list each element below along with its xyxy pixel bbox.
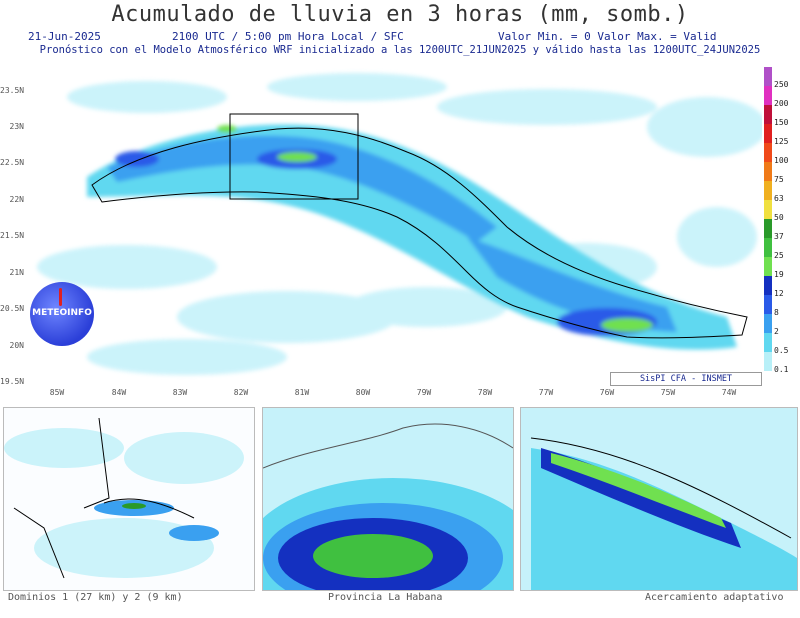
legend-swatch <box>764 352 772 371</box>
lat-label: 21.5N <box>0 231 25 240</box>
lon-label: 80W <box>355 388 371 397</box>
legend-label: 200 <box>774 99 789 108</box>
legend-swatch <box>764 67 772 86</box>
legend-label: 0.5 <box>774 346 789 355</box>
cuba-outline <box>91 127 748 339</box>
lon-label: 79W <box>416 388 432 397</box>
lat-label: 21N <box>9 268 24 277</box>
panel-caption-domains: Dominios 1 (27 km) y 2 (9 km) <box>8 592 183 603</box>
lon-label: 85W <box>49 388 65 397</box>
legend-label: 12 <box>774 289 784 298</box>
rain-band-cuba <box>87 124 737 350</box>
lat-label: 22.5N <box>0 158 25 167</box>
lat-label: 22N <box>9 195 24 204</box>
lon-label: 77W <box>538 388 554 397</box>
logo-text: METEOINFO <box>32 308 92 318</box>
legend-label: 0.1 <box>774 365 789 374</box>
habana-panel <box>262 407 514 591</box>
legend-label: 100 <box>774 156 789 165</box>
legend-swatch <box>764 276 772 295</box>
lat-label: 19.5N <box>0 377 25 386</box>
legend-item: 50 <box>764 200 800 222</box>
thermometer-icon <box>59 288 62 306</box>
legend-item: 63 <box>764 181 800 203</box>
panel-caption-habana: Provincia La Habana <box>328 592 443 603</box>
legend-item: 125 <box>764 124 800 146</box>
panel-caption-adaptive: Acercamiento adaptativo <box>645 592 784 603</box>
map-title: Acumulado de lluvia en 3 horas (mm, somb… <box>111 2 689 27</box>
legend-label: 19 <box>774 270 784 279</box>
min-max-values: Valor Min. = 0 Valor Max. = Valid <box>498 30 717 43</box>
lon-label: 74W <box>721 388 737 397</box>
lat-label: 23.5N <box>0 86 25 95</box>
legend-label: 125 <box>774 137 789 146</box>
legend-item: 19 <box>764 257 800 279</box>
legend-swatch <box>764 257 772 276</box>
legend-swatch <box>764 143 772 162</box>
legend-label: 250 <box>774 80 789 89</box>
lon-label: 76W <box>599 388 615 397</box>
lon-label: 81W <box>294 388 310 397</box>
legend-label: 8 <box>774 308 779 317</box>
legend-label: 25 <box>774 251 784 260</box>
zoom-box <box>229 113 359 200</box>
legend-item: 37 <box>764 219 800 241</box>
legend-item: 200 <box>764 86 800 108</box>
lon-label: 84W <box>111 388 127 397</box>
main-rainfall-map <box>27 67 762 385</box>
legend-label: 37 <box>774 232 784 241</box>
lon-label: 75W <box>660 388 676 397</box>
legend-label: 150 <box>774 118 789 127</box>
legend-item: 250 <box>764 67 800 89</box>
legend-label: 50 <box>774 213 784 222</box>
legend-item: 0.1 <box>764 352 800 374</box>
legend-label: 2 <box>774 327 779 336</box>
legend-swatch <box>764 295 772 314</box>
legend-swatch <box>764 200 772 219</box>
lon-label: 78W <box>477 388 493 397</box>
legend-item: 12 <box>764 276 800 298</box>
legend-label: 75 <box>774 175 784 184</box>
legend-item: 8 <box>764 295 800 317</box>
legend-item: 25 <box>764 238 800 260</box>
lat-label: 20N <box>9 341 24 350</box>
lat-label: 20.5N <box>0 304 25 313</box>
legend-item: 100 <box>764 143 800 165</box>
legend-swatch <box>764 86 772 105</box>
lon-label: 82W <box>233 388 249 397</box>
forecast-time: 2100 UTC / 5:00 pm Hora Local / SFC <box>172 30 404 43</box>
legend-swatch <box>764 219 772 238</box>
legend-item: 75 <box>764 162 800 184</box>
meteoinfo-logo: METEOINFO <box>30 282 94 346</box>
legend-swatch <box>764 162 772 181</box>
forecast-date: 21-Jun-2025 <box>28 30 101 43</box>
legend-swatch <box>764 333 772 352</box>
legend-swatch <box>764 314 772 333</box>
forecast-description: Pronóstico con el Modelo Atmosférico WRF… <box>39 44 761 56</box>
legend-swatch <box>764 124 772 143</box>
legend-swatch <box>764 105 772 124</box>
legend-swatch <box>764 181 772 200</box>
credit-label: SisPI CFA - INSMET <box>610 372 762 386</box>
legend-swatch <box>764 238 772 257</box>
legend-item: 0.5 <box>764 333 800 355</box>
lat-label: 23N <box>9 122 24 131</box>
legend-item: 2 <box>764 314 800 336</box>
adaptive-zoom-panel <box>520 407 798 591</box>
domain-panel <box>3 407 255 591</box>
lon-label: 83W <box>172 388 188 397</box>
legend-item: 150 <box>764 105 800 127</box>
legend-label: 63 <box>774 194 784 203</box>
